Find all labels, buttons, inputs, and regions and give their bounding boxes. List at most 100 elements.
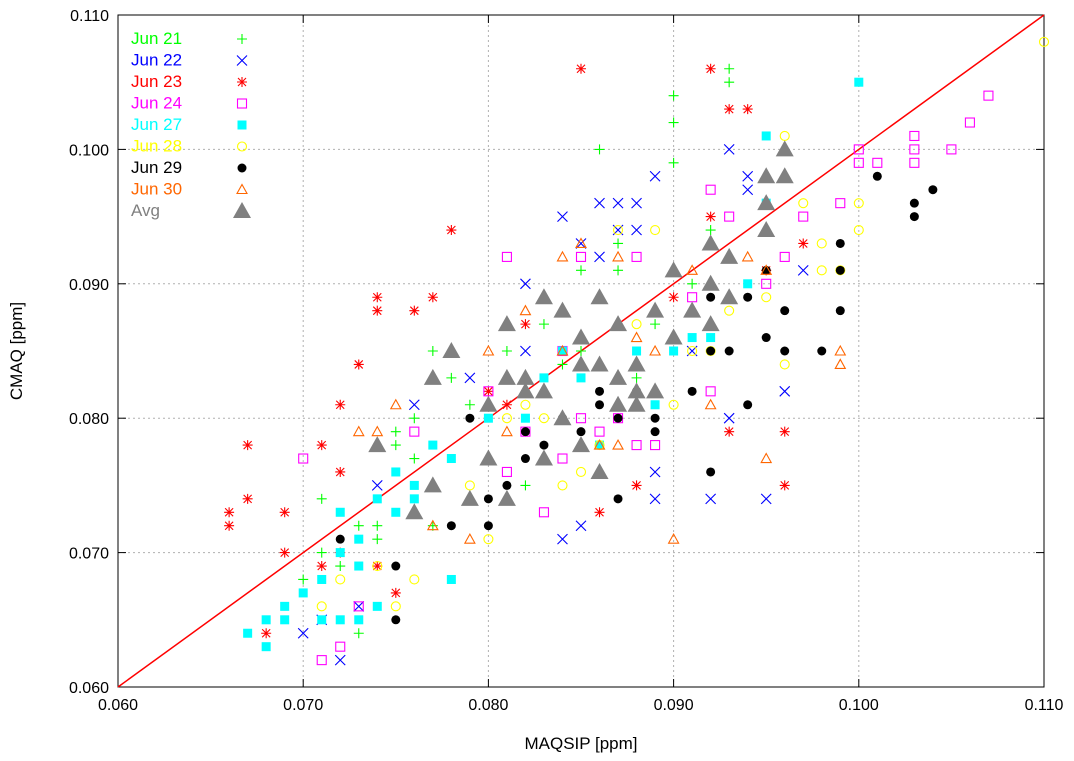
data-point bbox=[335, 641, 346, 652]
data-point bbox=[576, 427, 586, 437]
data-point bbox=[261, 628, 272, 639]
data-point bbox=[742, 170, 754, 182]
data-point bbox=[706, 292, 716, 302]
data-point bbox=[463, 533, 476, 544]
data-point bbox=[371, 480, 383, 491]
data-point bbox=[224, 520, 235, 531]
data-point bbox=[705, 184, 716, 195]
data-point bbox=[224, 507, 235, 518]
data-point bbox=[650, 400, 660, 410]
data-point bbox=[780, 306, 790, 316]
data-point bbox=[501, 346, 512, 356]
data-point bbox=[479, 395, 498, 412]
data-point bbox=[720, 288, 739, 305]
x-tick-label: 0.090 bbox=[654, 697, 694, 714]
data-point bbox=[390, 440, 401, 451]
data-point bbox=[835, 198, 846, 209]
data-point bbox=[853, 157, 864, 168]
data-point bbox=[742, 184, 754, 196]
y-tick-label: 0.070 bbox=[69, 546, 109, 563]
data-point bbox=[557, 453, 568, 464]
data-point bbox=[704, 398, 717, 410]
legend-marker bbox=[236, 55, 248, 66]
data-point bbox=[538, 413, 550, 424]
data-point bbox=[427, 346, 438, 356]
data-point bbox=[572, 355, 590, 372]
data-point bbox=[701, 315, 720, 332]
data-point bbox=[497, 489, 516, 506]
data-point bbox=[612, 197, 624, 209]
data-point bbox=[409, 494, 419, 504]
data-point bbox=[390, 587, 401, 598]
x-tick-label: 0.070 bbox=[283, 697, 323, 714]
data-point bbox=[372, 494, 382, 504]
data-point bbox=[372, 534, 383, 545]
data-point bbox=[497, 368, 516, 385]
data-point bbox=[741, 250, 754, 262]
data-point bbox=[664, 261, 683, 278]
data-point bbox=[557, 480, 568, 491]
data-point bbox=[389, 398, 402, 410]
data-point bbox=[500, 425, 513, 437]
data-point bbox=[242, 493, 253, 504]
data-point bbox=[483, 386, 494, 397]
data-point bbox=[594, 197, 605, 209]
data-point bbox=[372, 560, 383, 572]
data-point bbox=[757, 167, 776, 184]
data-point bbox=[539, 440, 549, 450]
data-point bbox=[428, 440, 438, 450]
data-point bbox=[646, 382, 665, 399]
data-point bbox=[798, 211, 809, 222]
data-point bbox=[595, 440, 605, 450]
data-point bbox=[520, 399, 531, 410]
data-point bbox=[594, 251, 605, 263]
data-point bbox=[1038, 36, 1050, 47]
data-point bbox=[775, 167, 794, 184]
data-point bbox=[576, 63, 586, 74]
legend-label: Jun 28 bbox=[131, 137, 182, 156]
data-points bbox=[224, 36, 1050, 666]
data-point bbox=[742, 104, 753, 115]
data-point bbox=[668, 90, 679, 101]
data-point bbox=[649, 493, 661, 505]
data-point bbox=[520, 427, 530, 437]
data-point bbox=[575, 238, 587, 249]
x-tick-label: 0.110 bbox=[1025, 697, 1064, 714]
data-point bbox=[354, 561, 364, 571]
data-point bbox=[354, 534, 364, 544]
data-point bbox=[446, 372, 457, 383]
data-point bbox=[705, 386, 716, 397]
data-point bbox=[683, 301, 702, 318]
data-point bbox=[631, 197, 642, 209]
data-point bbox=[612, 224, 624, 236]
data-point bbox=[442, 342, 461, 358]
legend-label: Jun 24 bbox=[131, 94, 182, 113]
data-point bbox=[609, 315, 628, 332]
data-point bbox=[779, 426, 790, 437]
data-point bbox=[556, 344, 569, 356]
data-point bbox=[627, 382, 646, 399]
data-point bbox=[834, 344, 847, 356]
data-point bbox=[780, 346, 790, 356]
data-point bbox=[705, 493, 717, 505]
data-point bbox=[779, 480, 790, 491]
data-point bbox=[779, 359, 790, 370]
data-point bbox=[705, 211, 716, 222]
data-point bbox=[427, 292, 438, 303]
data-point bbox=[426, 519, 439, 531]
data-point bbox=[316, 655, 327, 666]
data-point bbox=[243, 628, 253, 638]
legend-marker bbox=[236, 141, 248, 152]
data-point bbox=[576, 373, 586, 383]
data-point bbox=[372, 520, 383, 531]
data-point bbox=[520, 319, 531, 330]
data-point bbox=[761, 265, 771, 275]
data-point bbox=[409, 305, 420, 316]
data-point bbox=[520, 480, 531, 491]
data-point bbox=[627, 355, 646, 372]
data-point bbox=[872, 171, 882, 181]
data-point bbox=[520, 413, 530, 423]
legend-label: Jun 29 bbox=[131, 158, 182, 177]
